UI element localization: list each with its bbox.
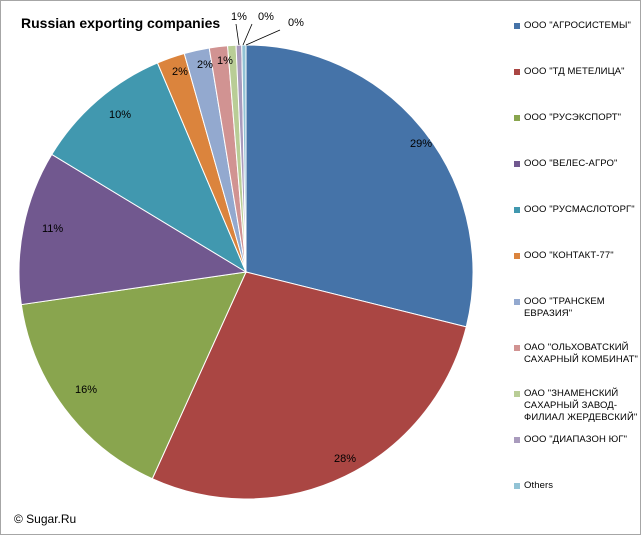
legend-swatch (514, 23, 520, 29)
credit-text: © Sugar.Ru (14, 512, 77, 526)
legend-label-line: ОАО "ЗНАМЕНСКИЙ (524, 388, 619, 399)
legend-label-line: ООО "РУСЭКСПОРТ" (524, 112, 622, 123)
legend-swatch (514, 391, 520, 397)
legend-label: ООО "РУСМАСЛОТОРГ" (524, 204, 635, 216)
legend-label-line: ФИЛИАЛ ЖЕРДЕВСКИЙ" (524, 412, 638, 423)
legend-item: ООО "РУСЭКСПОРТ" (514, 112, 639, 124)
legend-label-line: ООО "ВЕЛЕС-АГРО" (524, 158, 618, 169)
legend-label: ООО "ТД МЕТЕЛИЦА" (524, 66, 625, 78)
legend-item: ООО "РУСМАСЛОТОРГ" (514, 204, 639, 216)
legend-label-line: ООО "КОНТАКТ-77" (524, 250, 614, 261)
leader-line (245, 29, 281, 46)
legend-label-line: САХАРНЫЙ ЗАВОД- (524, 400, 618, 411)
legend-item: ООО "АГРОСИСТЕМЫ" (514, 20, 639, 32)
leader-line (242, 23, 253, 46)
pie-slice (51, 62, 248, 274)
slice-data-label: 28% (334, 453, 356, 465)
legend-label-line: ООО "РУСМАСЛОТОРГ" (524, 204, 635, 215)
legend-swatch (514, 345, 520, 351)
legend-label: ООО "ВЕЛЕС-АГРО" (524, 158, 617, 170)
pie-slice (20, 271, 247, 480)
slice-data-label: 16% (75, 384, 97, 396)
pie-slice (18, 153, 248, 306)
legend-swatch (514, 253, 520, 259)
legend-label-line: ООО "АГРОСИСТЕМЫ" (524, 20, 631, 31)
legend-label-line: ООО "ТРАНСКЕМ (524, 296, 605, 307)
pie-slice (241, 44, 247, 273)
slice-data-label: 2% (197, 59, 213, 71)
legend-item: ООО "ТД МЕТЕЛИЦА" (514, 66, 639, 78)
legend-swatch (514, 207, 520, 213)
legend-item: ООО "ВЕЛЕС-АГРО" (514, 158, 639, 170)
legend-swatch (514, 437, 520, 443)
legend-item: ОАО "ОЛЬХОВАТСКИЙ САХАРНЫЙ КОМБИНАТ" (514, 342, 639, 366)
legend-swatch (514, 69, 520, 75)
chart-title: Russian exporting companies (21, 15, 221, 31)
legend-swatch (514, 299, 520, 305)
legend-label: ООО "ТРАНСКЕМ ЕВРАЗИЯ" (524, 296, 605, 320)
legend-swatch (514, 115, 520, 121)
pie-slice (151, 271, 467, 500)
slice-data-label: 0% (258, 11, 274, 23)
legend-item: Others (514, 480, 639, 492)
legend-label: ОАО "ОЛЬХОВАТСКИЙ САХАРНЫЙ КОМБИНАТ" (524, 342, 638, 366)
slice-data-label: 0% (288, 17, 304, 29)
legend-label: ОАО "ЗНАМЕНСКИЙ САХАРНЫЙ ЗАВОД- ФИЛИАЛ ЖЕР… (524, 388, 637, 424)
legend-label-line: ЕВРАЗИЯ" (524, 308, 573, 319)
slice-data-label: 10% (109, 109, 131, 121)
slice-data-label: 11% (42, 223, 63, 235)
legend-label-line: ОАО "ОЛЬХОВАТСКИЙ (524, 342, 629, 353)
legend-label: ООО "КОНТАКТ-77" (524, 250, 614, 262)
legend-item: ООО "ТРАНСКЕМ ЕВРАЗИЯ" (514, 296, 639, 320)
slice-data-label: 29% (410, 138, 432, 150)
slice-data-label: 1% (231, 11, 247, 23)
legend-label-line: САХАРНЫЙ КОМБИНАТ" (524, 354, 638, 365)
legend-item: ООО "ДИАПАЗОН ЮГ" (514, 434, 639, 446)
slice-data-label: 2% (172, 66, 188, 78)
legend-label-line: ООО "ТД МЕТЕЛИЦА" (524, 66, 625, 77)
legend-item: ООО "КОНТАКТ-77" (514, 250, 639, 262)
legend-label: ООО "ДИАПАЗОН ЮГ" (524, 434, 627, 446)
legend-label-line: ООО "ДИАПАЗОН ЮГ" (524, 434, 628, 445)
legend-label-line: Others (524, 480, 554, 491)
legend-swatch (514, 483, 520, 489)
leader-line (235, 23, 240, 46)
legend-label: Others (524, 480, 553, 492)
legend-label: ООО "АГРОСИСТЕМЫ" (524, 20, 631, 32)
legend-item: ОАО "ЗНАМЕНСКИЙ САХАРНЫЙ ЗАВОД- ФИЛИАЛ ЖЕР… (514, 388, 639, 424)
slice-data-label: 1% (217, 55, 233, 67)
legend-label: ООО "РУСЭКСПОРТ" (524, 112, 621, 124)
legend-swatch (514, 161, 520, 167)
pie-slice (245, 44, 474, 328)
